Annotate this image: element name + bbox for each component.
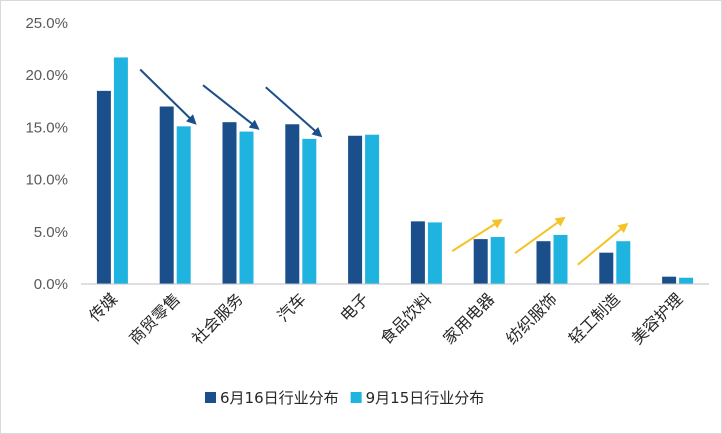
- y-tick-label: 15.0%: [25, 119, 68, 136]
- y-tick-label: 25.0%: [25, 15, 68, 32]
- legend: 6月16日行业分布 9月15日行业分布: [205, 389, 484, 407]
- x-category-label: 社会服务: [188, 289, 247, 348]
- bar-series-2: [427, 222, 442, 284]
- y-tick-label: 10.0%: [25, 172, 68, 189]
- bar-series-1: [222, 122, 237, 285]
- x-category-label: 商贸零售: [125, 289, 184, 348]
- down-trend-arrow: [139, 68, 197, 125]
- bar-series-2: [679, 277, 694, 284]
- bar-series-2: [113, 57, 128, 285]
- bars-group: [96, 57, 694, 285]
- trend-arrows: [139, 68, 629, 266]
- legend-swatch-series-2: [350, 392, 362, 403]
- x-category-label: 电子: [336, 289, 372, 325]
- legend-label-series-2: 9月15日行业分布: [366, 389, 485, 407]
- up-trend-arrow: [577, 222, 629, 266]
- bar-series-2: [365, 134, 380, 284]
- bar-series-2: [239, 131, 254, 284]
- x-category-label: 食品饮料: [377, 289, 436, 348]
- y-tick-label: 20.0%: [25, 67, 68, 84]
- bar-series-2: [302, 138, 317, 284]
- legend-label-series-1: 6月16日行业分布: [220, 389, 339, 407]
- bar-series-1: [662, 276, 677, 284]
- y-tick-label: 0.0%: [34, 276, 68, 293]
- x-category-label: 轻工制造: [565, 289, 624, 348]
- bar-series-1: [285, 124, 300, 284]
- bar-series-2: [553, 234, 568, 284]
- bar-series-1: [159, 106, 174, 285]
- bar-series-1: [599, 252, 614, 284]
- up-trend-arrow: [451, 218, 503, 252]
- down-trend-arrow: [202, 84, 260, 130]
- down-trend-arrow: [265, 86, 323, 138]
- bar-series-2: [176, 126, 191, 284]
- x-category-label: 汽车: [274, 289, 310, 325]
- x-category-label: 纺织服饰: [502, 289, 561, 348]
- bar-series-1: [536, 241, 551, 284]
- x-axis: 传媒 商贸零售 社会服务 汽车 电子 食品饮料 家用电器 纺织服饰 轻工制造 美容护理: [81, 283, 709, 348]
- bar-series-1: [410, 221, 425, 284]
- y-tick-label: 5.0%: [34, 224, 68, 241]
- bar-series-1: [348, 135, 363, 284]
- x-category-label: 家用电器: [439, 289, 498, 348]
- bar-series-1: [96, 90, 111, 284]
- x-category-label: 美容护理: [628, 289, 687, 348]
- bar-series-2: [490, 237, 505, 284]
- y-axis: 0.0% 5.0% 10.0% 15.0% 20.0% 25.0%: [25, 15, 68, 293]
- bar-series-1: [473, 239, 488, 284]
- bar-series-2: [616, 241, 631, 284]
- legend-swatch-series-1: [205, 392, 216, 403]
- x-category-label: 传媒: [85, 289, 121, 325]
- up-trend-arrow: [514, 216, 566, 255]
